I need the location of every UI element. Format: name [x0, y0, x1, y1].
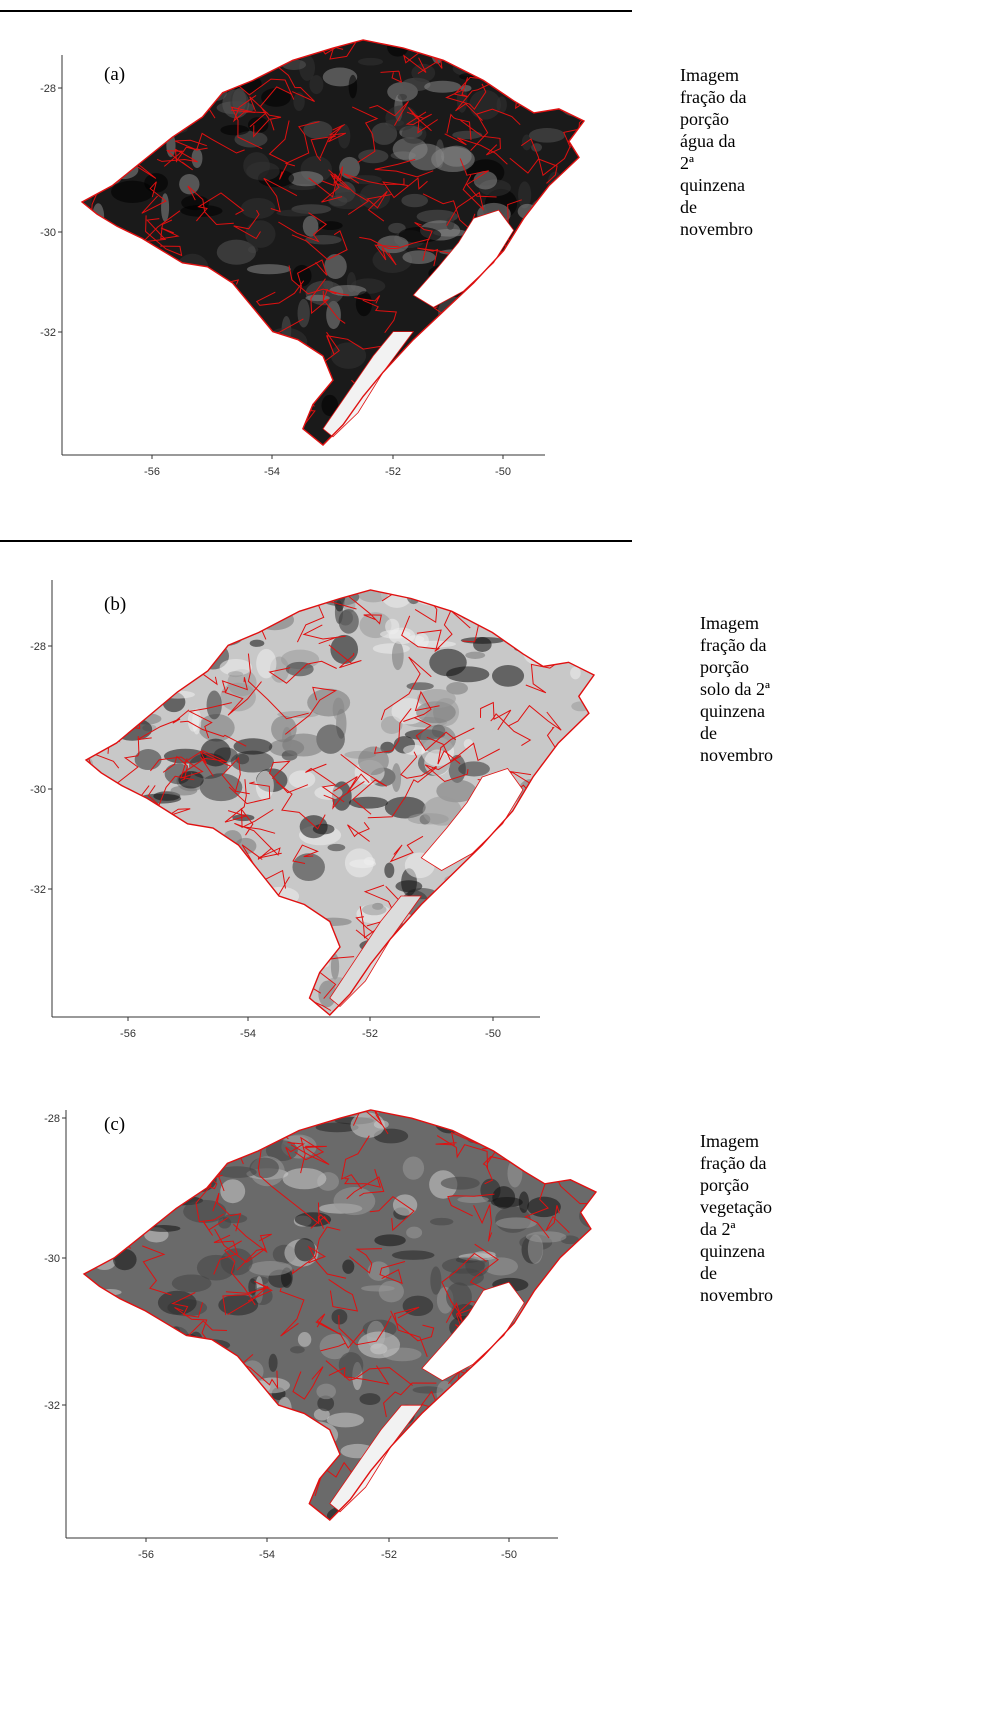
- panel-label-c: (c): [104, 1114, 125, 1135]
- caption-a: Imagem fração da porção água da 2ª quinz…: [680, 65, 753, 239]
- y-tick-label: -32: [44, 1400, 60, 1412]
- x-tick-label: -50: [485, 1028, 501, 1040]
- coastal-lagoon: [329, 895, 423, 1008]
- top-rule: [0, 10, 632, 12]
- middle-rule: [0, 540, 632, 542]
- lagoon-area: [412, 209, 515, 308]
- y-tick-label: -32: [40, 327, 56, 339]
- x-tick-label: -56: [120, 1028, 136, 1040]
- map-panel-b: (b) -28 -30 -32 -56 -54 -52 -50 Imagem fração …: [0, 560, 773, 1040]
- coastal-lagoon: [329, 1404, 423, 1513]
- map-figure-c: (c) -28 -30 -32 -56 -54 -52 -50: [44, 1109, 598, 1561]
- axes-a: -28 -30 -32 -56 -54 -52 -50: [40, 55, 545, 478]
- caption-c: Imagem fração da porção vegetação da 2ª …: [700, 1131, 773, 1305]
- axes-b: -28 -30 -32 -56 -54 -52 -50: [30, 580, 540, 1040]
- panel-label-a: (a): [104, 64, 125, 85]
- state-outline: [82, 1109, 598, 1521]
- x-tick-label: -50: [495, 466, 511, 478]
- map-image-b: [84, 589, 596, 1016]
- y-tick-label: -30: [40, 227, 56, 239]
- x-tick-label: -54: [264, 466, 280, 478]
- y-tick-label: -32: [30, 884, 46, 896]
- map-panel-a: (a) -28 -30 -32 -56 -54 -52 -50 Imagem fração …: [0, 0, 753, 520]
- x-tick-label: -56: [144, 466, 160, 478]
- x-tick-label: -56: [138, 1549, 154, 1561]
- axes-c: -28 -30 -32 -56 -54 -52 -50: [44, 1110, 558, 1561]
- x-tick-label: -52: [362, 1028, 378, 1040]
- map-figure-b: (b) -28 -30 -32 -56 -54 -52 -50: [30, 580, 596, 1040]
- caption-b: Imagem fração da porção solo da 2ª quinz…: [700, 613, 773, 765]
- x-tick-label: -54: [259, 1549, 275, 1561]
- y-tick-label: -30: [44, 1253, 60, 1265]
- panel-label-b: (b): [104, 594, 126, 615]
- map-image-c: [82, 1109, 598, 1521]
- x-tick-label: -52: [385, 466, 401, 478]
- map-figure-a: (a) -28 -30 -32 -56 -54 -52 -50: [40, 39, 586, 478]
- y-tick-label: -28: [40, 83, 56, 95]
- lagoon-area: [421, 1281, 525, 1382]
- map-panel-c: (c) -28 -30 -32 -56 -54 -52 -50 Imagem fração …: [0, 1100, 773, 1700]
- y-tick-label: -28: [30, 641, 46, 653]
- state-outline: [84, 589, 596, 1016]
- x-tick-label: -52: [381, 1549, 397, 1561]
- coastal-lagoon: [322, 331, 415, 438]
- x-tick-label: -50: [501, 1549, 517, 1561]
- raster-texture: [86, 590, 594, 1015]
- state-outline: [80, 39, 586, 446]
- x-tick-label: -54: [240, 1028, 256, 1040]
- y-tick-label: -30: [30, 784, 46, 796]
- y-tick-label: -28: [44, 1113, 60, 1125]
- lagoon-area: [420, 768, 524, 871]
- map-image-a: [80, 39, 586, 446]
